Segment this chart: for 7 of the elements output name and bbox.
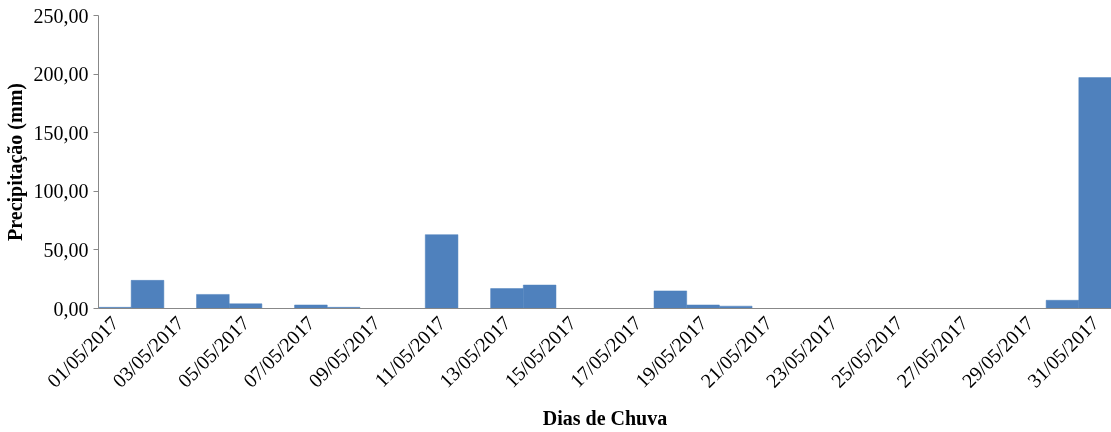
x-axis-title: Dias de Chuva xyxy=(542,407,668,430)
y-axis-title: Precipitação (mm) xyxy=(3,83,27,241)
y-tick-label: 250,00 xyxy=(33,4,89,27)
y-tick-label: 200,00 xyxy=(33,63,89,86)
y-tick-label: 50,00 xyxy=(43,238,89,261)
y-tick-label: 100,00 xyxy=(33,180,89,203)
y-tick-label: 150,00 xyxy=(33,121,89,144)
